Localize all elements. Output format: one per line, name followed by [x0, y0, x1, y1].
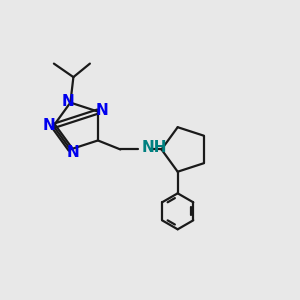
Text: N: N	[61, 94, 74, 109]
Text: NH: NH	[141, 140, 167, 155]
Text: N: N	[95, 103, 108, 118]
Text: N: N	[66, 145, 79, 160]
Text: N: N	[43, 118, 55, 134]
